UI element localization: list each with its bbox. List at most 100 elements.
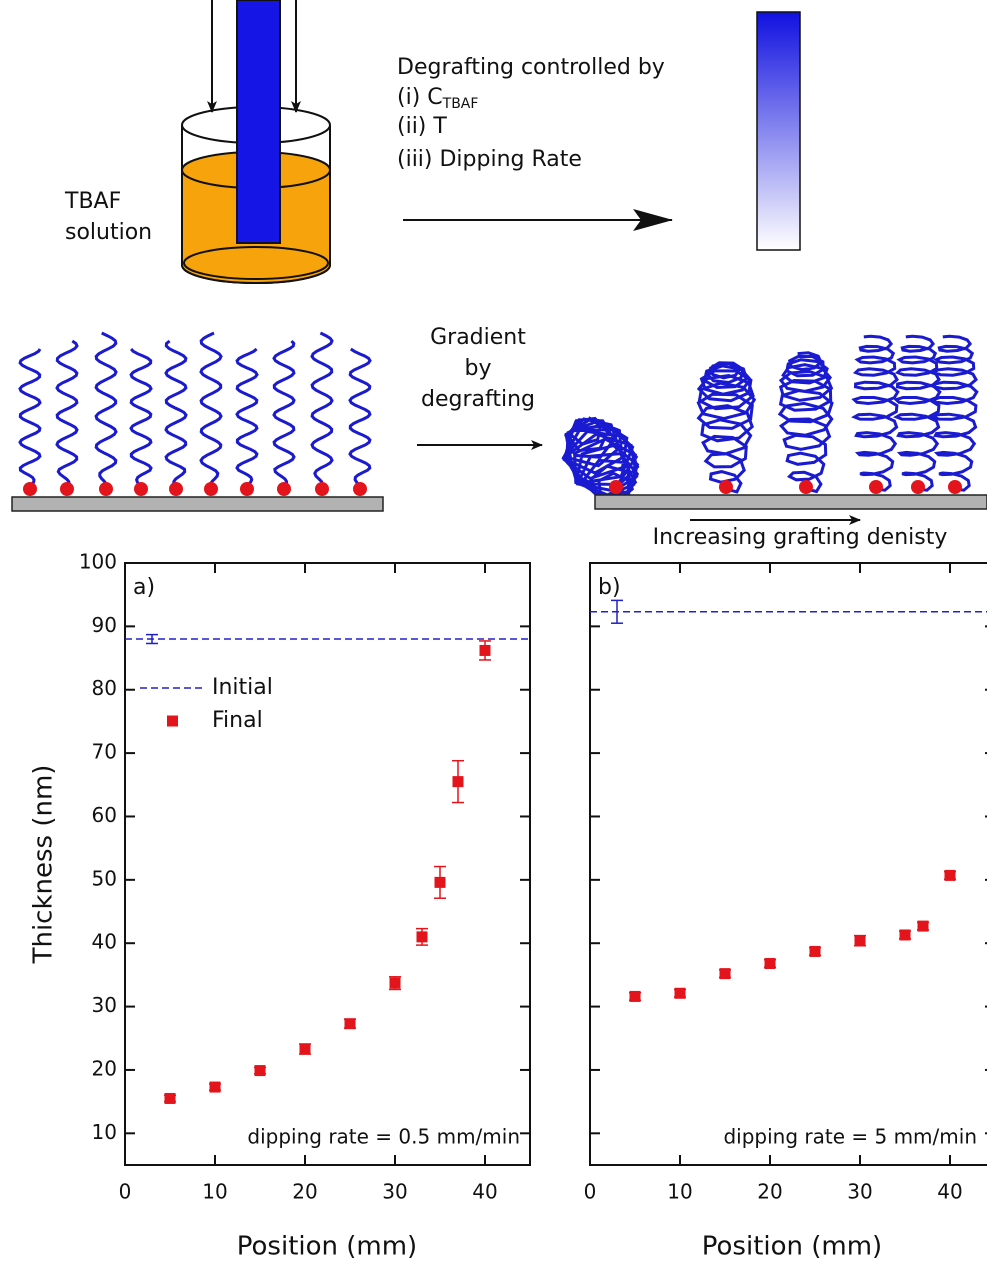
anchor: [869, 480, 883, 494]
anchor: [169, 482, 183, 496]
error-bar: [146, 633, 158, 645]
substrate: [594, 494, 987, 510]
anchor: [948, 480, 962, 494]
solution-label: solution: [65, 220, 152, 245]
control-item: (ii) T: [397, 114, 447, 139]
data-point: [254, 1065, 266, 1077]
y-tick-label: 80: [92, 676, 117, 700]
density-label: Increasing grafting denisty: [653, 525, 948, 550]
anchor: [134, 482, 148, 496]
data-point: [434, 876, 446, 888]
data-point: [164, 1092, 176, 1104]
gradient-label: by: [465, 356, 492, 381]
y-tick-label: 60: [92, 803, 117, 827]
annotation: dipping rate = 0.5 mm/min: [247, 1125, 520, 1149]
panel-label: a): [133, 575, 155, 600]
data-point: [299, 1043, 311, 1055]
data-point: [917, 920, 929, 932]
control-item: (i) CTBAF: [397, 85, 478, 112]
y-tick-label: 50: [92, 866, 117, 890]
x-tick-label: 40: [937, 1180, 962, 1204]
control-item-text: (i) C: [397, 85, 443, 110]
y-tick-label: 90: [92, 613, 117, 637]
polymer-chain: [94, 331, 118, 490]
polymer-chain: [851, 334, 900, 492]
y-tick-label: 40: [92, 930, 117, 954]
anchor: [204, 482, 218, 496]
data-point: [416, 931, 428, 943]
polymer-chain: [129, 347, 153, 490]
y-tick-label: 10: [92, 1120, 117, 1144]
polymer-chain: [930, 334, 979, 492]
x-axis-label: Position (mm): [702, 1232, 882, 1262]
data-point: [674, 987, 686, 999]
anchor: [799, 480, 813, 494]
x-tick-label: 40: [472, 1180, 497, 1204]
polymer-chain: [561, 416, 640, 503]
polymer-chain: [235, 347, 259, 490]
control-title: Degrafting controlled by: [397, 55, 665, 80]
y-tick-label: 20: [92, 1056, 117, 1080]
polymer-chain: [777, 351, 834, 494]
data-point: [209, 1081, 221, 1093]
solution-label: TBAF: [64, 189, 121, 214]
data-point: [389, 977, 401, 989]
data-point: [854, 935, 866, 947]
brushes: [18, 331, 979, 503]
anchor: [719, 480, 733, 494]
gradient-slide: [756, 11, 801, 251]
data-point: [944, 869, 956, 881]
data-point: [452, 776, 464, 788]
polymer-chain: [199, 331, 223, 490]
legend-label: Final: [212, 708, 263, 733]
gradient-label: degrafting: [421, 387, 535, 412]
y-axis-label: Thickness (nm): [29, 765, 59, 965]
data-point: [899, 929, 911, 941]
x-tick-label: 20: [757, 1180, 782, 1204]
y-tick-label: 30: [92, 993, 117, 1017]
x-tick-label: 30: [847, 1180, 872, 1204]
data-point: [629, 990, 641, 1002]
polymer-chain: [893, 334, 942, 492]
data-point: [719, 968, 731, 980]
polymer-chain: [272, 339, 296, 490]
legend-swatch: [167, 715, 178, 727]
legend-label: Initial: [212, 675, 273, 700]
anchor: [911, 480, 925, 494]
plot-frame: [124, 562, 531, 1166]
anchor: [277, 482, 291, 496]
anchor: [23, 482, 37, 496]
x-tick-label: 20: [292, 1180, 317, 1204]
x-tick-label: 10: [202, 1180, 227, 1204]
polymer-chain: [310, 331, 334, 490]
y-tick-label: 100: [79, 550, 117, 574]
polymer-chain: [18, 348, 42, 490]
x-tick-label: 30: [382, 1180, 407, 1204]
x-tick-label: 0: [584, 1180, 597, 1204]
x-tick-label: 0: [119, 1180, 132, 1204]
gradient-label: Gradient: [430, 325, 526, 350]
polymer-chain: [348, 347, 372, 490]
anchor: [99, 482, 113, 496]
anchor: [240, 482, 254, 496]
panel-label: b): [598, 575, 621, 600]
y-tick-label: 70: [92, 740, 117, 764]
anchor: [353, 482, 367, 496]
annotation: dipping rate = 5 mm/min: [723, 1125, 977, 1149]
data-point: [809, 945, 821, 957]
control-item: (iii) Dipping Rate: [397, 147, 582, 172]
polymer-chain: [164, 339, 188, 490]
plot-frame: [589, 562, 987, 1166]
beaker: [181, 0, 331, 284]
data-point: [344, 1018, 356, 1030]
substrate: [11, 496, 384, 512]
x-axis-label: Position (mm): [237, 1232, 417, 1262]
anchor: [609, 480, 623, 494]
control-item-sub: TBAF: [442, 96, 479, 112]
anchor: [60, 482, 74, 496]
data-point: [764, 957, 776, 969]
x-tick-label: 10: [667, 1180, 692, 1204]
polymer-chain: [55, 339, 79, 490]
anchor: [315, 482, 329, 496]
